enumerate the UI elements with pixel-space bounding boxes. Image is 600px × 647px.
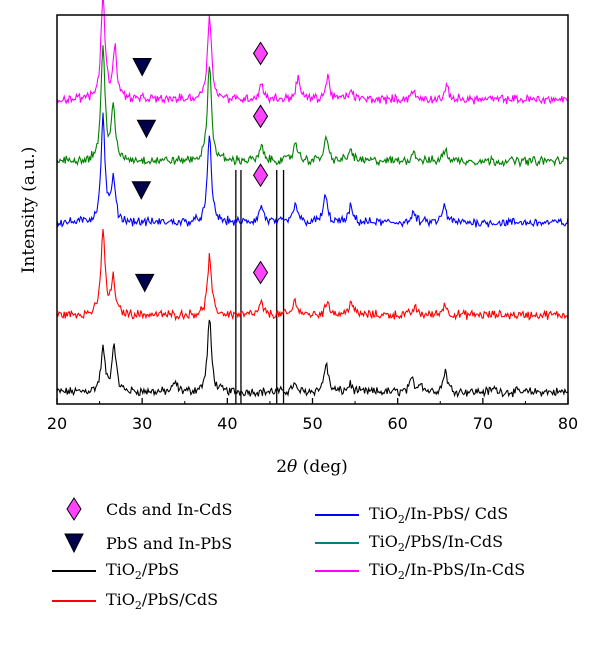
legend-label: Cds and In-CdS: [106, 499, 233, 519]
x-tick-label: 20: [47, 414, 67, 433]
legend-line-swatch: [315, 559, 359, 583]
legend-label: TiO2/In-PbS/In-CdS: [369, 559, 526, 583]
cds-marker: [252, 104, 269, 129]
series-line-tio2_inpbs_cds: [56, 112, 569, 228]
legend-item-tio2_pbs_incds: TiO2/PbS/In-CdS: [315, 530, 503, 556]
legend-label: PbS and In-PbS: [106, 533, 233, 553]
legend-item-tio2_inpbs_cds: TiO2/In-PbS/ CdS: [315, 502, 508, 528]
y-axis-label: Intensity (a.u.): [19, 147, 39, 274]
legend-item-tio2_inpbs_incds: TiO2/In-PbS/In-CdS: [315, 558, 525, 584]
pbs-marker: [132, 58, 152, 77]
legend-line-swatch: [52, 559, 96, 583]
triangle-icon: [64, 533, 84, 554]
x-tick-label: 80: [558, 414, 578, 433]
legend-label: TiO2/PbS/In-CdS: [369, 531, 504, 555]
cds-marker: [252, 260, 269, 285]
series-line-tio2_pbs_incds: [56, 45, 569, 168]
legend-line-swatch: [315, 503, 359, 527]
cds-marker: [252, 41, 269, 66]
legend-label: TiO2/In-PbS/ CdS: [369, 503, 509, 527]
legend-item-cds: Cds and In-CdS: [52, 496, 232, 522]
legend-line-swatch: [52, 589, 96, 613]
x-ticks: 20 30 40 50 60 70 80: [47, 398, 578, 433]
plot-frame: [56, 14, 569, 405]
series-line-tio2_pbs: [56, 319, 569, 399]
legend: Cds and In-CdS PbS and In-PbS TiO2/PbS TiO2…: [0, 490, 600, 640]
xrd-chart: 20 30 40 50 60 70 80 Intensity (a.u.) 2θ (deg): [19, 0, 578, 477]
diamond-icon: [66, 497, 82, 521]
x-tick-label: 70: [473, 414, 493, 433]
legend-line-swatch: [315, 531, 359, 555]
legend-item-pbs: PbS and In-PbS: [52, 530, 232, 556]
series-line-tio2_pbs_cds: [56, 228, 569, 322]
x-tick-label: 60: [387, 414, 407, 433]
x-tick-label: 40: [217, 414, 237, 433]
plot-area: [56, 0, 569, 404]
series-line-tio2_inpbs_incds: [56, 0, 569, 105]
pbs-marker: [136, 119, 157, 139]
legend-item-tio2_pbs: TiO2/PbS: [52, 558, 179, 584]
x-tick-label: 30: [132, 414, 152, 433]
legend-item-tio2_pbs_cds: TiO2/PbS/CdS: [52, 588, 218, 614]
legend-label: TiO2/PbS/CdS: [106, 589, 219, 613]
cds-marker: [252, 163, 269, 188]
pbs-marker: [134, 273, 155, 293]
legend-label: TiO2/PbS: [106, 559, 180, 583]
x-axis-label: 2θ (deg): [276, 457, 348, 477]
x-tick-label: 50: [302, 414, 322, 433]
pbs-marker: [131, 181, 152, 200]
